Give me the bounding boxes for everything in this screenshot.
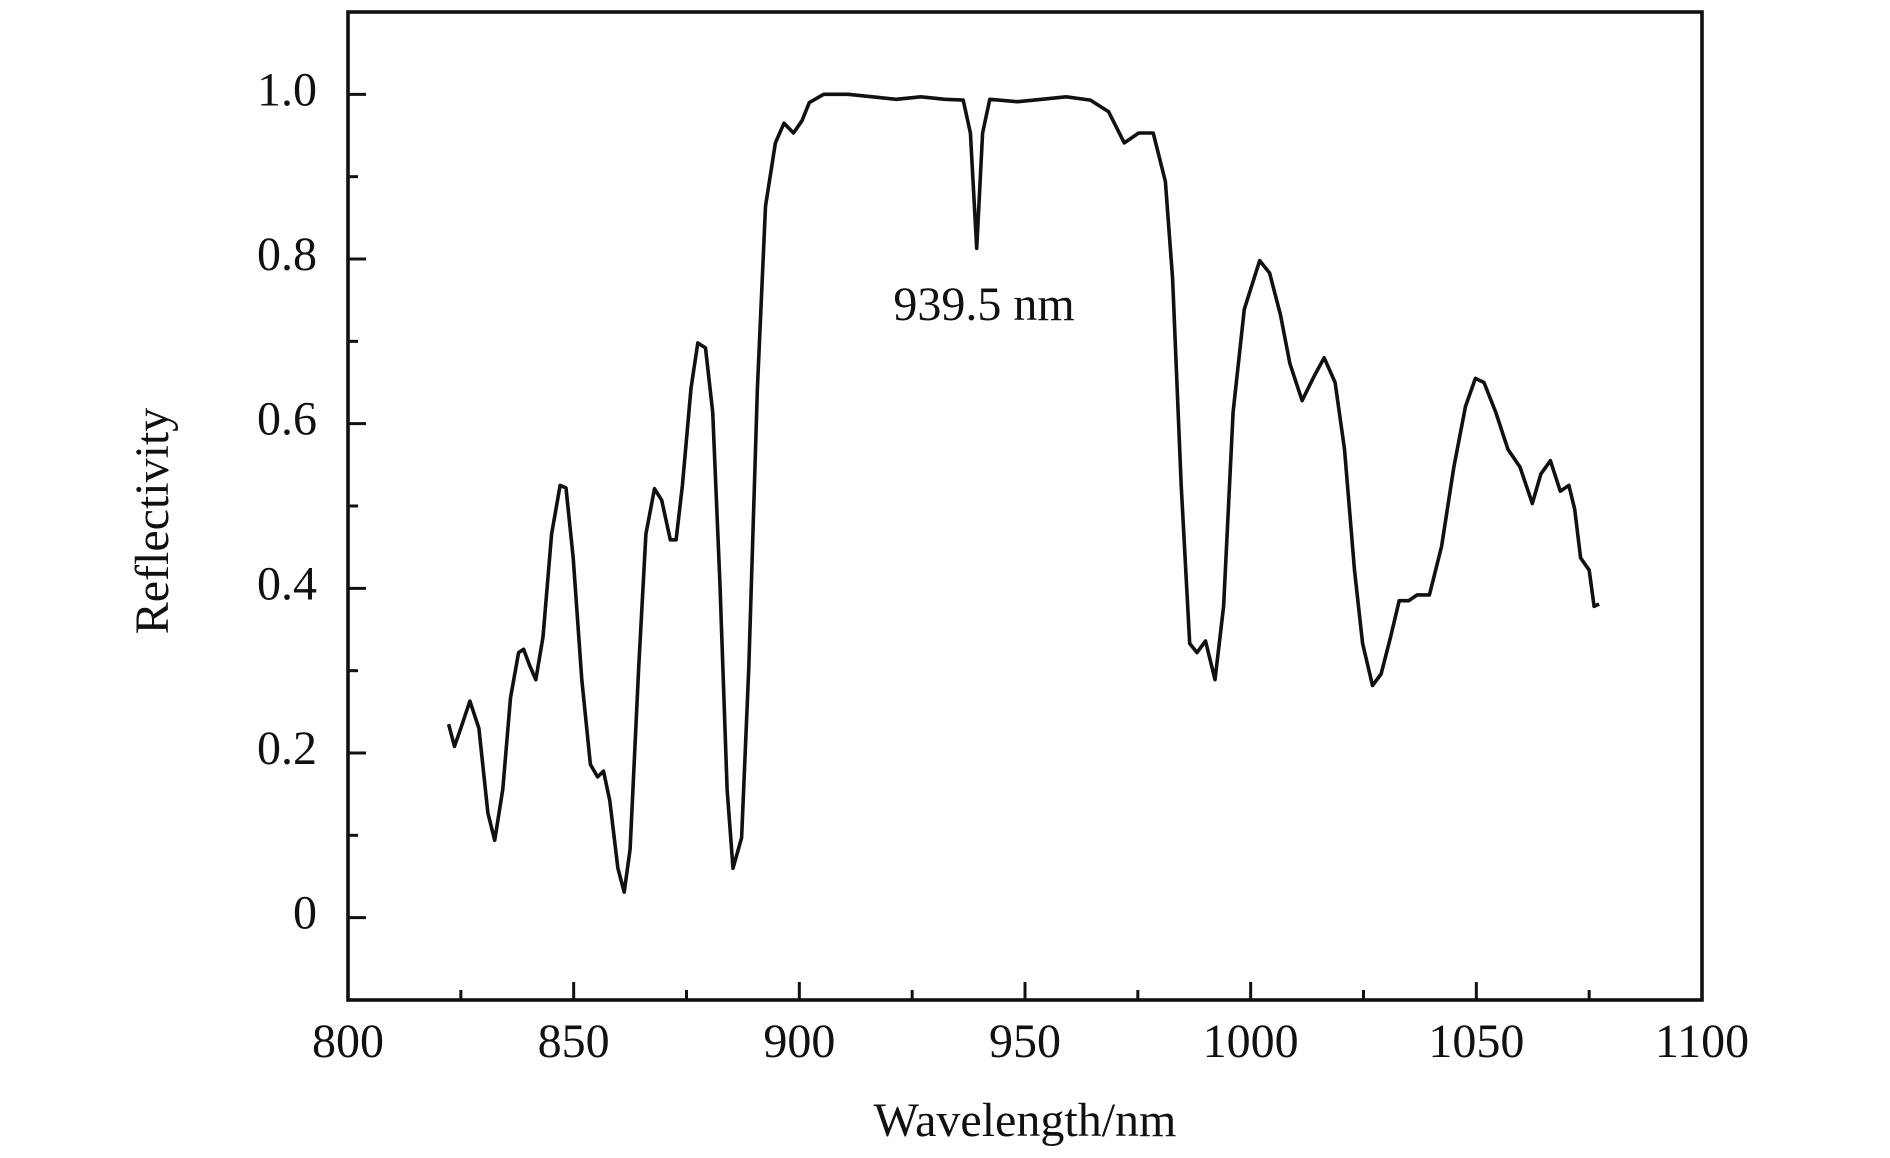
x-axis-title: Wavelength/nm xyxy=(874,1094,1177,1147)
x-tick-label: 1100 xyxy=(1655,1015,1749,1068)
y-tick-label: 1.0 xyxy=(257,63,317,116)
x-tick-label: 900 xyxy=(763,1015,835,1068)
y-tick-label: 0.2 xyxy=(257,722,317,775)
x-tick-label: 1000 xyxy=(1203,1015,1299,1068)
y-axis-title: Reflectivity xyxy=(126,408,179,635)
x-tick-label: 800 xyxy=(312,1015,384,1068)
y-tick-label: 0.4 xyxy=(257,557,317,610)
x-tick-label: 950 xyxy=(989,1015,1061,1068)
plot-frame xyxy=(346,10,1704,1002)
x-tick-label: 850 xyxy=(538,1015,610,1068)
spectrum-line xyxy=(446,92,1600,894)
annotation: 939.5 nm xyxy=(893,278,1074,331)
y-tick-label: 0.6 xyxy=(257,393,317,446)
y-tick-label: 0 xyxy=(293,887,317,940)
y-tick-label: 0.8 xyxy=(257,228,317,281)
x-tick-label: 1050 xyxy=(1428,1015,1524,1068)
